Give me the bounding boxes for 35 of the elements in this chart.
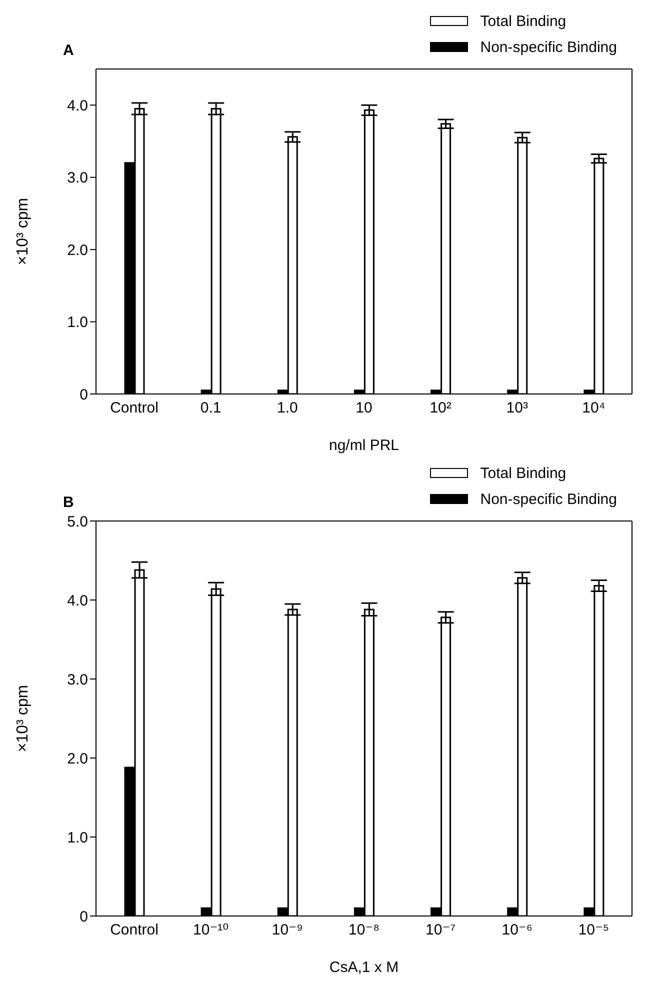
x-tick-label: 10⁻⁶ (502, 922, 533, 939)
x-tick-label: 10⁻⁹ (272, 922, 303, 939)
x-tick-label: 0.1 (200, 400, 222, 417)
y-tick-label: 0 (80, 908, 88, 926)
x-tick-label: 10⁻⁷ (426, 922, 456, 939)
chart-title: A (63, 42, 74, 59)
x-tick-label: 10⁴ (582, 400, 606, 417)
legend-label: Total Binding (480, 464, 566, 482)
y-tick-label: 4.0 (67, 97, 88, 114)
y-tick-label: 4.0 (67, 592, 88, 610)
y-tick-label: 2.0 (67, 750, 88, 768)
x-tick-label: 10³ (506, 400, 528, 417)
y-tick-label: 2.0 (67, 242, 88, 259)
x-tick-label: 10 (356, 400, 372, 417)
y-tick-label: 0 (80, 386, 88, 404)
x-axis-title: ng/ml PRL (328, 437, 400, 454)
legend-label: Non-specific Binding (480, 38, 617, 56)
y-tick-label: 3.0 (67, 170, 88, 187)
x-tick-label: Control (110, 400, 158, 417)
y-tick-label: 1.0 (67, 314, 88, 332)
legend-label: Non-specific Binding (480, 490, 617, 508)
chart-title: B (63, 494, 74, 511)
x-tick-label: 1.0 (277, 400, 298, 417)
y-tick-label: 3.0 (67, 671, 88, 688)
x-tick-label: 10⁻⁵ (578, 922, 610, 939)
x-tick-label: 10⁻¹⁰ (193, 922, 229, 939)
x-axis-title: CsA,1 x M (329, 959, 399, 976)
y-axis-title: ×10³ cpm (14, 684, 32, 752)
y-axis-title: ×10³ cpm (14, 198, 32, 266)
legend-label: Total Binding (480, 12, 566, 30)
x-tick-label: Control (110, 922, 158, 939)
y-tick-label: 1.0 (67, 829, 88, 846)
x-tick-label: 10² (430, 400, 452, 417)
y-tick-label: 5.0 (67, 513, 88, 530)
x-tick-label: 10⁻⁸ (348, 922, 380, 939)
